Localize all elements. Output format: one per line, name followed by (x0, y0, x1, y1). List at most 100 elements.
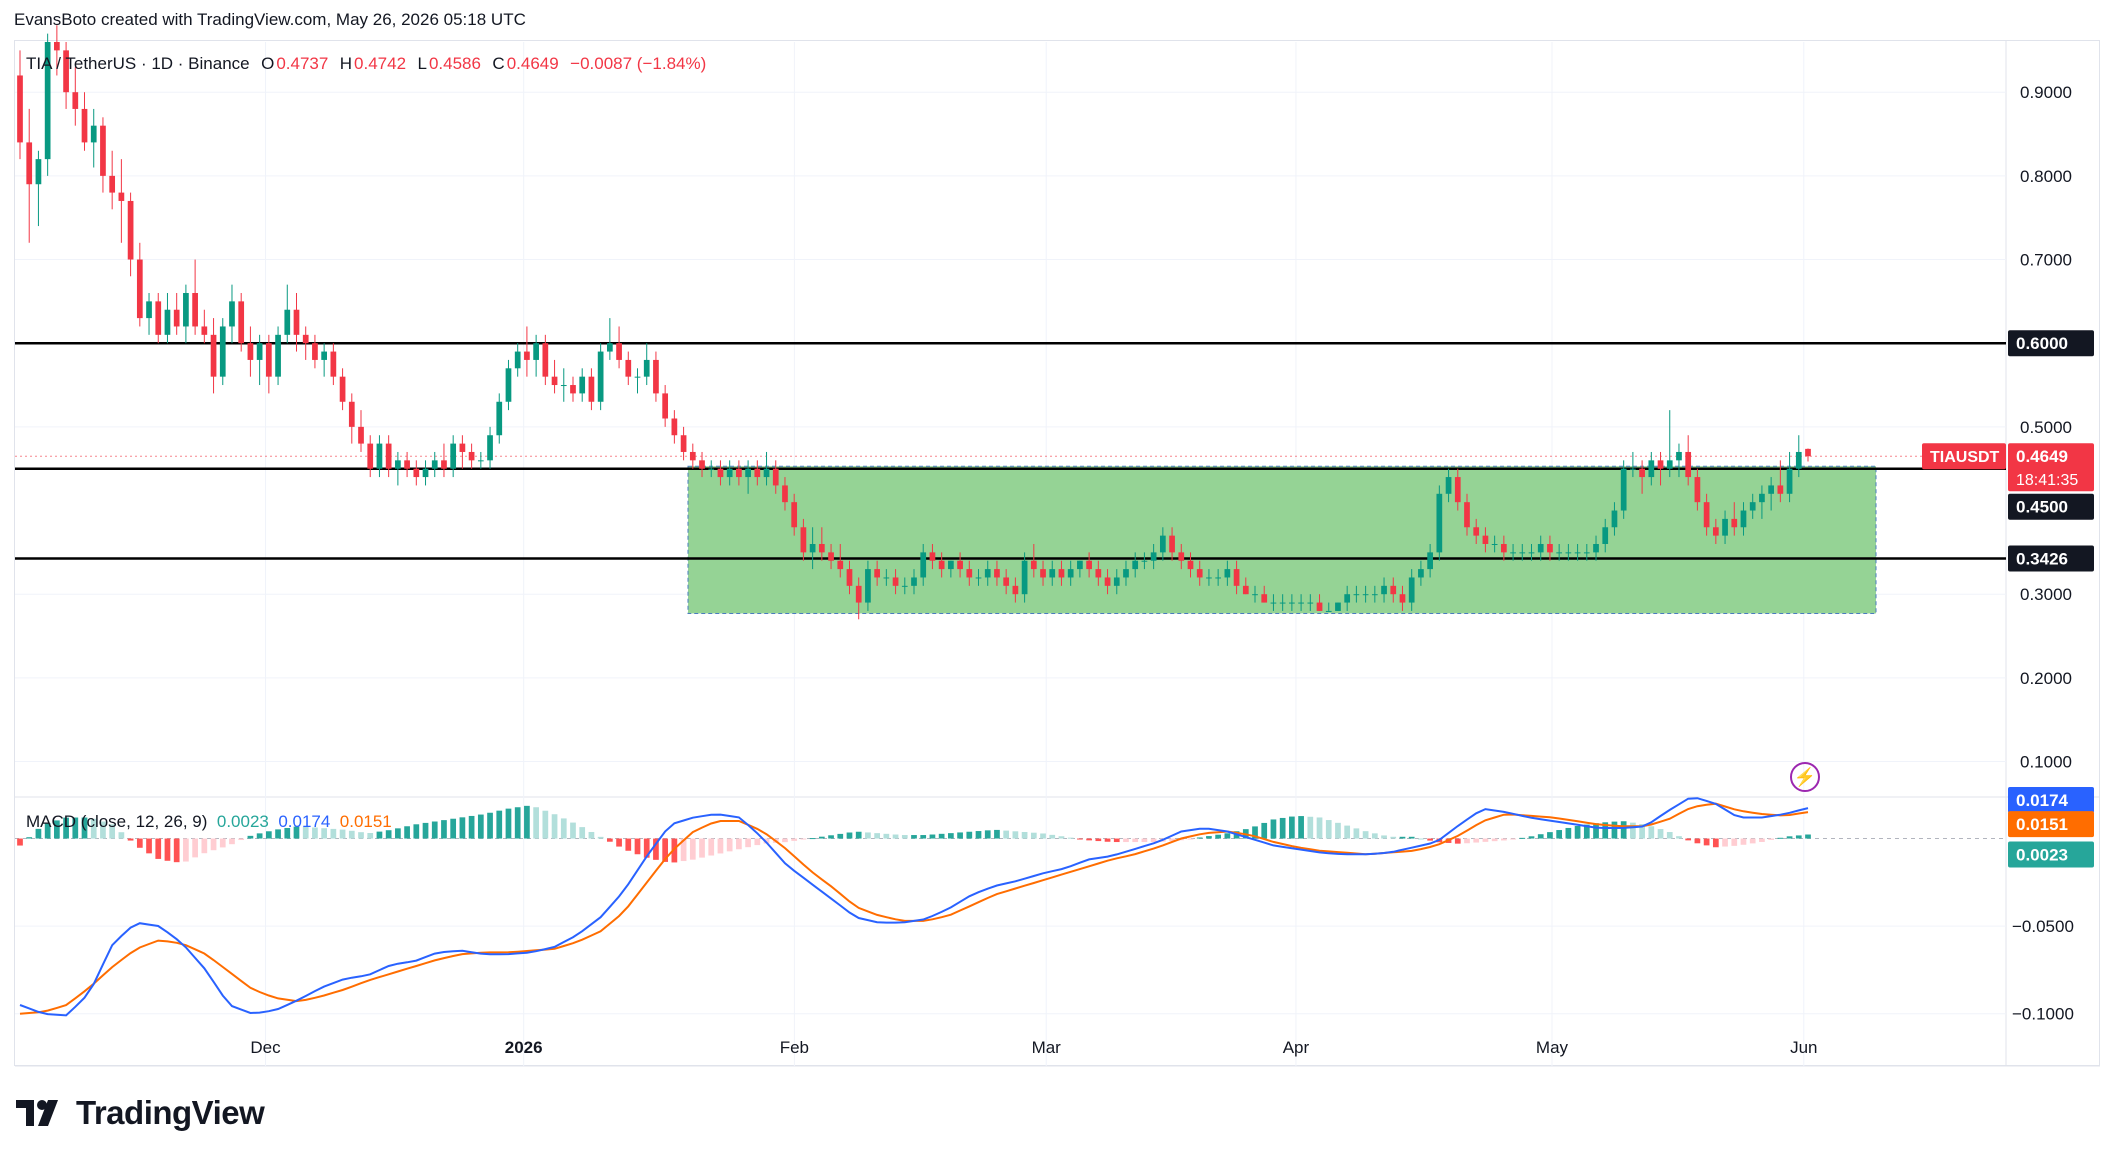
candle-body (1058, 569, 1065, 578)
candle-body (524, 351, 530, 360)
candle-body (109, 175, 116, 193)
candle-body (1666, 460, 1673, 469)
candle-body (1519, 552, 1526, 554)
macd-histogram-bar (837, 833, 844, 839)
candle-body (579, 376, 586, 394)
macd-histogram-bar (524, 805, 530, 839)
macd-histogram-bar (1805, 834, 1811, 839)
candle-body (689, 451, 696, 461)
macd-histogram-bar (1206, 836, 1212, 839)
lightning-icon[interactable]: ⚡ (1790, 762, 1820, 792)
macd-signal-value: 0.0151 (339, 812, 392, 831)
macd-histogram-bar (1611, 821, 1618, 839)
candle-body (293, 309, 300, 335)
level-label-bg (2008, 330, 2094, 357)
macd-badge: 0.0174 (2016, 791, 2069, 810)
candle-body (1786, 468, 1793, 494)
macd-histogram-bar (1648, 826, 1655, 839)
candle-body (441, 460, 447, 469)
macd-histogram-bar (920, 835, 927, 839)
candle-body (1353, 594, 1360, 596)
macd-histogram-bar (1141, 838, 1148, 843)
candle-body (1676, 451, 1682, 461)
candle-body (1371, 594, 1378, 596)
candle-body (533, 343, 539, 360)
candle-body (1399, 594, 1406, 603)
price-tick-label: 0.8000 (2020, 167, 2072, 186)
macd-histogram-bar (1694, 838, 1701, 844)
candle-body (505, 368, 512, 402)
candle-body (1095, 569, 1102, 578)
macd-histogram-bar (1473, 838, 1480, 843)
high-label: H (339, 54, 353, 73)
close-label: C (492, 54, 505, 73)
macd-line-value: 0.0174 (278, 812, 331, 831)
candle-body (81, 108, 88, 143)
macd-histogram-bar (570, 822, 576, 839)
level-label: 0.3426 (2016, 550, 2068, 569)
time-tick-label: May (1536, 1038, 1569, 1057)
macd-histogram-bar (680, 838, 687, 862)
macd-histogram-bar (1712, 838, 1719, 848)
candle-body (155, 301, 162, 335)
candle-body (487, 435, 493, 461)
candle-body (348, 401, 355, 427)
macd-histogram-bar (1049, 834, 1056, 839)
macd-histogram-bar (1519, 837, 1526, 839)
candle-body (1086, 560, 1092, 570)
candle-body (745, 468, 751, 478)
macd-histogram-bar (487, 812, 493, 839)
macd-histogram-bar (1040, 833, 1046, 839)
symbol-label[interactable]: TIA / TetherUS · 1D · Binance (26, 54, 250, 73)
macd-histogram-bar (1095, 838, 1102, 842)
candle-body (1602, 527, 1609, 544)
macd-histogram-bar (1215, 834, 1222, 839)
price-tick-label: 0.2000 (2020, 669, 2072, 688)
macd-histogram-bar (330, 828, 337, 839)
macd-histogram-bar (1722, 838, 1728, 847)
macd-tick-label: −0.0500 (2012, 917, 2074, 936)
candle-body (1685, 451, 1692, 478)
candle-body (1537, 544, 1544, 553)
candle-body (127, 200, 134, 260)
candle-body (1104, 577, 1111, 586)
macd-histogram-bar (1344, 825, 1351, 839)
attribution-text: EvansBoto created with TradingView.com, … (14, 10, 526, 29)
candle-body (1740, 510, 1747, 528)
macd-histogram-bar (1482, 838, 1489, 842)
hist-badge-bg (2008, 841, 2094, 868)
macd-histogram-bar (828, 835, 834, 839)
countdown-badge: 18:41:35 (2016, 472, 2078, 489)
candle-body (1777, 485, 1784, 494)
macd-histogram-bar (625, 838, 632, 851)
candle-body (450, 443, 457, 469)
candle-body (358, 426, 364, 444)
macd-histogram-bar (1371, 833, 1378, 839)
candle-body (17, 75, 23, 143)
candle-body (1325, 610, 1332, 612)
candle-body (1611, 510, 1618, 528)
candle-body (1196, 569, 1203, 578)
macd-histogram-bar (201, 838, 208, 854)
macd-indicator-label[interactable]: MACD (close, 12, 26, 9) (26, 812, 208, 831)
candle-body (1712, 527, 1719, 536)
macd-histogram-bar (865, 832, 871, 839)
macd-hist-value: 0.0023 (216, 812, 269, 831)
macd-histogram-bar (634, 838, 641, 855)
macd-histogram-bar (358, 832, 364, 839)
candle-body (1003, 577, 1010, 586)
candle-body (1574, 552, 1581, 554)
macd-histogram-bar (1390, 836, 1397, 839)
macd-histogram-bar (1077, 838, 1083, 840)
macd-histogram-bar (247, 835, 254, 839)
macd-histogram-bar (1003, 830, 1010, 839)
macd-histogram-bar (1500, 838, 1507, 841)
candle-body (1657, 460, 1664, 469)
candle-body (1694, 477, 1701, 503)
macd-histogram-bar (1408, 836, 1415, 839)
macd-histogram-bar (938, 833, 945, 839)
candle-body (1113, 577, 1120, 586)
macd-histogram-bar (800, 838, 807, 840)
macd-histogram-bar (1030, 832, 1037, 839)
